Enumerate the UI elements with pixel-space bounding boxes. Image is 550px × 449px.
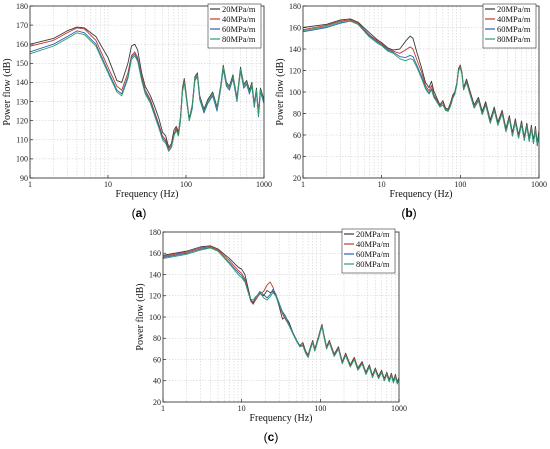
series-line-b-3 [303,20,539,147]
chart-panel-c: 1 10 100 1000 20 40 60 80 100 120 140 160 180 Frequen… [135,228,407,444]
legend-entry: 80MPa/m [356,259,390,269]
y-tick-label: 180 [289,2,301,11]
y-tick-label: 180 [149,228,161,237]
legend-entry: 60MPa/m [356,249,390,259]
y-axis-label: Power flow (dB) [2,58,13,125]
legend-entry: 40MPa/m [497,14,531,24]
y-tick-label: 140 [149,270,161,279]
y-tick-label: 150 [16,59,28,68]
panel-caption: (c) [264,430,279,444]
legend-entry: 60MPa/m [497,24,531,34]
y-tick-label: 120 [289,66,301,75]
grid [30,6,264,178]
plot-frame [29,5,265,179]
y-tick-label: 110 [16,136,28,145]
series-line-c-1 [163,246,399,384]
x-tick-label: 1 [301,180,305,189]
y-axis-label: Power flow (dB) [135,283,146,350]
y-tick-label: 90 [20,174,28,183]
legend-entry: 20MPa/m [356,229,390,239]
y-tick-label: 140 [289,45,301,54]
series-group [163,245,399,385]
series-line-a-2 [30,30,264,152]
legend-entry: 40MPa/m [222,14,256,24]
y-tick-label: 60 [153,355,161,364]
grid [163,232,399,402]
series-group [303,18,539,147]
x-tick-label: 1 [28,180,32,189]
y-tick-label: 180 [16,2,28,11]
y-tick-label: 100 [289,88,301,97]
x-tick-label: 100 [454,180,466,189]
x-tick-label: 10 [104,180,112,189]
y-tick-label: 170 [16,21,28,30]
y-tick-label: 100 [16,155,28,164]
x-axis-label: Frequency (Hz) [115,189,178,200]
y-tick-label: 120 [16,116,28,125]
series-line-c-3 [163,247,399,385]
x-tick-label: 1 [161,404,165,413]
legend-entry: 20MPa/m [222,4,256,14]
series-group [30,26,264,152]
legend-entry: 80MPa/m [497,34,531,44]
chart-panel-a: 1 10 100 100090100110120130140150160170180F… [2,2,272,220]
series-line-a-3 [30,32,264,152]
y-tick-label: 130 [16,97,28,106]
x-tick-label: 1000 [531,180,547,189]
legend-box [207,3,262,49]
y-tick-label: 160 [16,40,28,49]
y-tick-label: 60 [293,131,301,140]
x-tick-label: 100 [180,180,192,189]
x-tick-label: 10 [238,404,246,413]
x-axis-label: Frequency (Hz) [389,189,452,200]
y-tick-label: 80 [293,109,301,118]
x-tick-label: 1000 [256,180,272,189]
x-tick-label: 100 [314,404,326,413]
chart-panel-b: 1 10 100 1000 20 40 60 80 100 120 140 160 180 Frequen… [275,2,547,220]
y-tick-label: 20 [293,174,301,183]
y-tick-label: 160 [289,23,301,32]
legend-entry: 80MPa/m [222,34,256,44]
legend-entry: 20MPa/m [497,4,531,14]
x-tick-label: 10 [378,180,386,189]
panel-caption: (b) [401,206,416,220]
y-axis-label: Power flow (dB) [275,58,286,125]
legend-box [341,228,396,274]
y-tick-label: 20 [153,398,161,407]
y-tick-label: 80 [153,334,161,343]
panel-caption: (a) [132,206,147,220]
legend-box [482,3,537,49]
y-tick-label: 40 [153,377,161,386]
y-tick-label: 40 [293,152,301,161]
x-axis-label: Frequency (Hz) [249,413,312,424]
legend-entry: 60MPa/m [222,24,256,34]
y-tick-label: 120 [149,292,161,301]
y-tick-label: 140 [16,78,28,87]
x-tick-label: 1000 [391,404,407,413]
y-tick-label: 100 [149,313,161,322]
y-tick-label: 160 [149,249,161,258]
legend-entry: 40MPa/m [356,239,390,249]
